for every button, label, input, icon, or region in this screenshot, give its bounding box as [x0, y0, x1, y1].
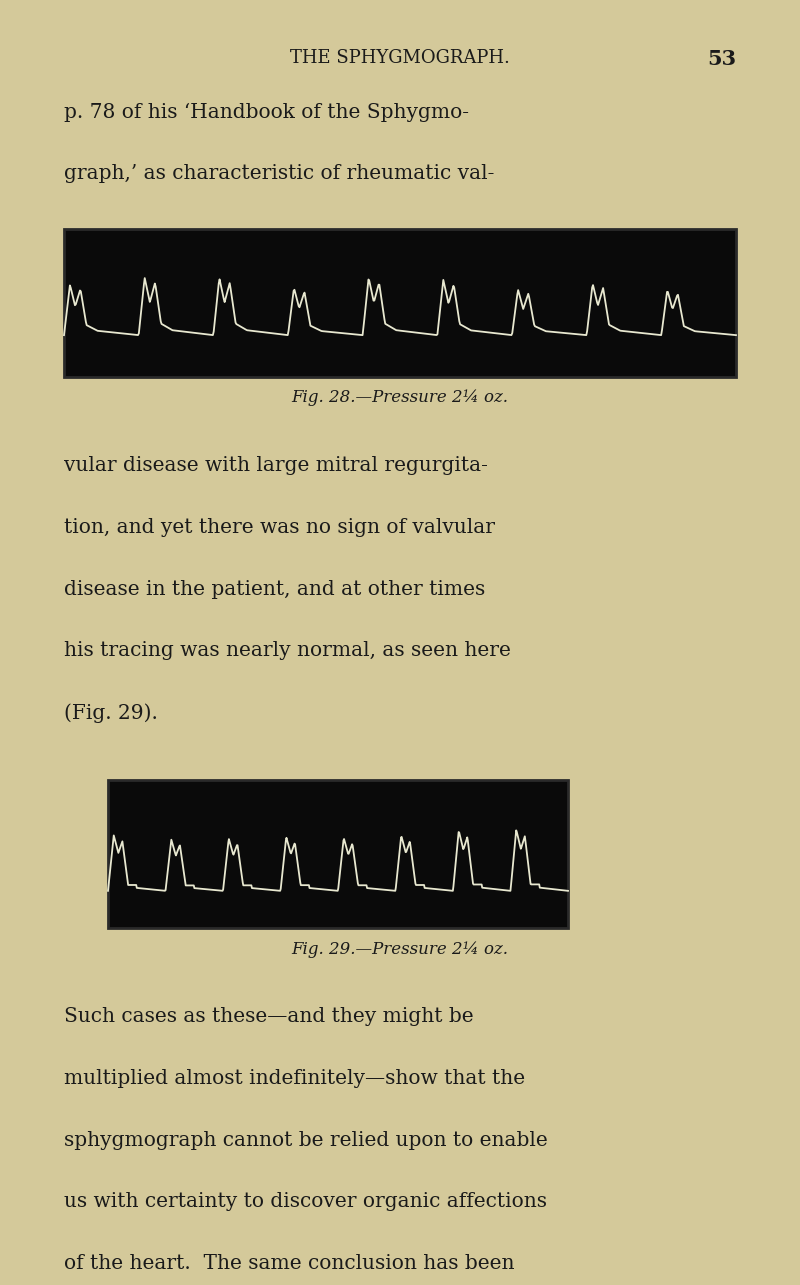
FancyBboxPatch shape	[64, 229, 736, 377]
Text: of the heart.  The same conclusion has been: of the heart. The same conclusion has be…	[64, 1254, 514, 1273]
Text: graph,’ as characteristic of rheumatic val-: graph,’ as characteristic of rheumatic v…	[64, 164, 494, 184]
Text: us with certainty to discover organic affections: us with certainty to discover organic af…	[64, 1192, 547, 1212]
Text: tion, and yet there was no sign of valvular: tion, and yet there was no sign of valvu…	[64, 518, 495, 537]
Text: multiplied almost indefinitely—show that the: multiplied almost indefinitely—show that…	[64, 1069, 525, 1088]
Text: vular disease with large mitral regurgita-: vular disease with large mitral regurgit…	[64, 456, 488, 475]
Text: 53: 53	[707, 49, 736, 69]
Text: Such cases as these—and they might be: Such cases as these—and they might be	[64, 1007, 474, 1027]
Text: Fig. 29.—Pressure 2¼ oz.: Fig. 29.—Pressure 2¼ oz.	[291, 941, 509, 957]
FancyBboxPatch shape	[108, 780, 568, 928]
Text: his tracing was nearly normal, as seen here: his tracing was nearly normal, as seen h…	[64, 641, 511, 660]
Text: p. 78 of his ‘Handbook of the Sphygmo-: p. 78 of his ‘Handbook of the Sphygmo-	[64, 103, 469, 122]
Text: Fig. 28.—Pressure 2¼ oz.: Fig. 28.—Pressure 2¼ oz.	[291, 389, 509, 406]
Text: disease in the patient, and at other times: disease in the patient, and at other tim…	[64, 580, 486, 599]
Text: THE SPHYGMOGRAPH.: THE SPHYGMOGRAPH.	[290, 49, 510, 67]
Text: (Fig. 29).: (Fig. 29).	[64, 703, 158, 722]
Text: sphygmograph cannot be relied upon to enable: sphygmograph cannot be relied upon to en…	[64, 1131, 548, 1150]
